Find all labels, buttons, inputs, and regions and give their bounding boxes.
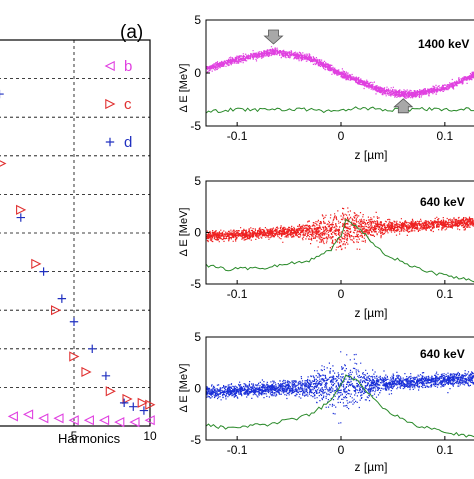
panel-2-frame [205,180,474,285]
current-profile-line [205,106,474,114]
y-tick-label: -5 [190,433,201,447]
data-point-c [122,393,133,405]
legend-marker-d [105,137,115,147]
data-point-b [129,417,140,428]
data-point-d [0,89,4,99]
x-tick-label: -0.1 [227,443,248,457]
y-tick-label: 0 [194,66,201,80]
x-tick-label: -0.1 [227,287,248,301]
x-tick-label: 0 [338,129,345,143]
data-point-b [98,415,110,426]
legend-label-b: b [124,58,132,75]
data-point-c [105,386,116,397]
harmonics-legend: b c d [104,58,132,151]
panel-2-y-axis-label: Δ E [MeV] [178,208,190,257]
y-tick-label: -5 [190,277,201,291]
data-point-b [7,411,18,422]
data-point-c [51,305,62,316]
x-tick-label: 0 [338,287,345,301]
panel-2-annotation: 640 keV [420,195,465,209]
harmonics-data-points [0,89,156,428]
harmonics-x-axis-label: Harmonics [58,431,121,446]
phase-space-panel-640kev-red: Δ E [MeV] -5 0 5 -0.1 0 0.1 640 keV z [µm] [178,174,474,320]
current-profile-line [205,374,474,438]
data-point-d [16,213,25,222]
legend-marker-c [105,98,116,110]
panel-1-x-axis-label: z [µm] [355,148,388,162]
data-point-b [83,415,94,426]
legend-label-d: d [124,134,132,151]
legend-label-c: c [124,96,132,113]
panel-3-annotation: 640 keV [420,347,465,361]
panel-label: (a) [120,22,143,43]
panel-1-frame [205,19,474,127]
phase-space-panel-1400kev: Δ E [MeV] -5 0 5 -0.1 0 0.1 1400 keV z [µm] [178,13,474,162]
panel-1-y-axis-label: Δ E [MeV] [178,64,190,113]
data-point-c [16,204,27,215]
up-arrow-icon [393,98,414,114]
x-tick-label: 5 [71,429,78,443]
panel-3-frame [205,336,474,441]
data-point-d [39,267,48,276]
x-tick-label: -0.1 [227,129,248,143]
data-point-c [137,397,148,408]
y-tick-label: -5 [190,119,201,133]
particle-cloud [206,351,474,424]
legend-marker-b [104,60,115,72]
data-point-c [0,160,7,167]
data-point-d [69,317,79,326]
panel-3-x-axis-label: z [µm] [355,460,388,474]
data-point-d [129,402,138,411]
down-arrow-icon [263,29,284,45]
data-point-c [81,366,92,378]
particle-cloud [206,207,474,251]
data-point-d [139,406,149,415]
x-tick-label: 0 [338,443,345,457]
y-tick-label: 0 [194,382,201,396]
panel-3-y-axis-label: Δ E [MeV] [178,364,190,413]
data-point-b [68,415,79,426]
data-point-b [38,413,49,424]
harmonics-chart: 5 10 Harmonics b c d [0,39,157,446]
data-point-d [101,371,111,381]
y-tick-label: 5 [194,13,201,27]
data-point-b [114,417,125,428]
phase-space-panel-640kev-blue: Δ E [MeV] -5 0 5 -0.1 0 0.1 640 keV z [µm] [178,330,474,474]
y-tick-label: 0 [194,226,201,240]
data-point-c [69,351,80,362]
data-point-c [145,399,156,410]
y-tick-label: 5 [194,174,201,188]
data-point-c [31,258,42,269]
data-point-d [88,344,97,353]
data-point-b [22,409,34,420]
panel-1-annotation: 1400 keV [418,37,469,51]
x-tick-label: 0.1 [437,129,454,143]
y-tick-label: 5 [194,330,201,344]
x-tick-label: 0.1 [437,287,454,301]
particle-cloud [206,46,474,99]
x-tick-label: 10 [143,429,157,443]
harmonics-chart-grid [0,40,150,426]
data-point-d [119,398,129,408]
x-tick-label: 0.1 [437,443,454,457]
data-point-b [144,415,155,426]
panel-2-x-axis-label: z [µm] [355,306,388,320]
data-point-b [53,413,64,424]
current-profile-line [205,218,474,283]
data-point-d [57,294,67,303]
